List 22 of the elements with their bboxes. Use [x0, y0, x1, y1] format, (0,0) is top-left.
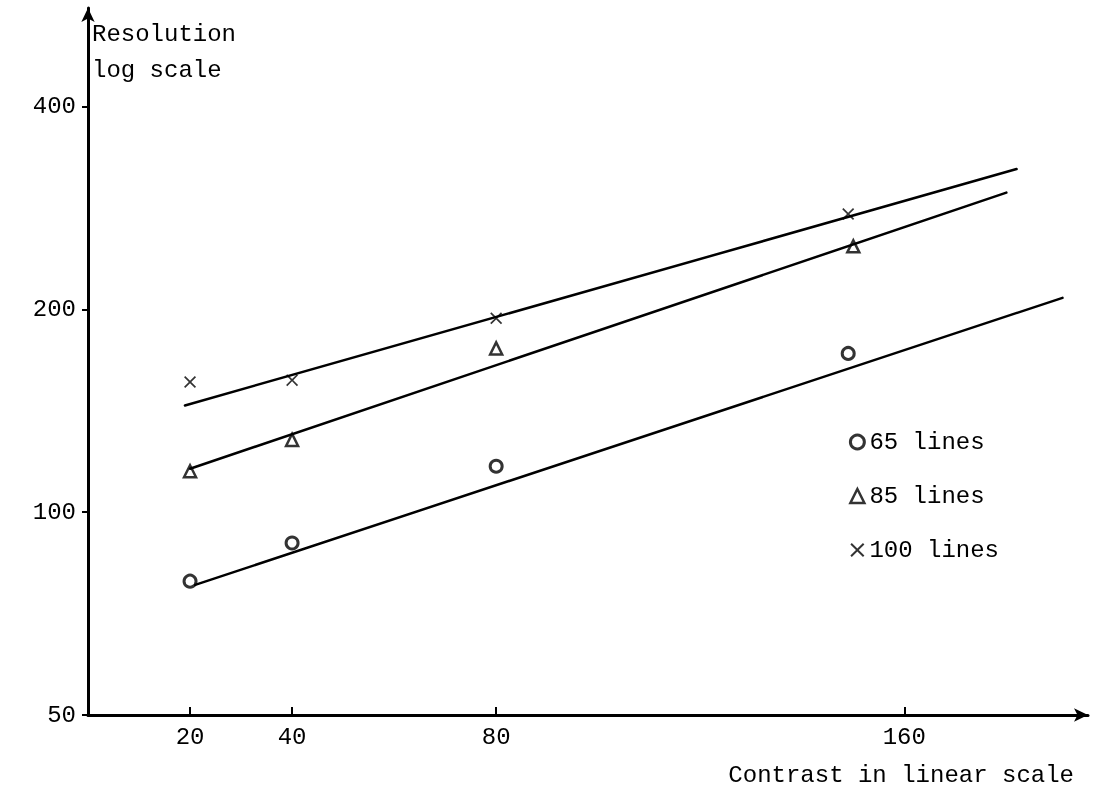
x-axis-title: Contrast in linear scale	[728, 761, 1074, 789]
point	[488, 458, 504, 474]
point	[284, 535, 300, 551]
legend-label: 65 lines	[869, 428, 985, 456]
y-tick-label: 400	[32, 92, 76, 120]
y-axis-title: Resolution log scale	[92, 20, 237, 84]
point	[184, 376, 197, 389]
x-tick-label: 40	[277, 723, 307, 751]
point	[284, 432, 300, 448]
x-tick-label: 160	[882, 723, 926, 751]
y-tick-label: 50	[47, 701, 76, 729]
y-tick-label: 100	[32, 498, 76, 526]
point	[286, 374, 299, 387]
legend-label: 100 lines	[869, 536, 999, 564]
y-tick-label: 200	[32, 295, 76, 323]
point	[488, 341, 504, 356]
x-tick-label: 80	[481, 723, 511, 751]
legend-label: 85 lines	[869, 482, 985, 510]
point	[182, 573, 198, 589]
x-tick-label: 20	[175, 723, 205, 751]
point	[840, 345, 856, 361]
point	[182, 464, 198, 479]
